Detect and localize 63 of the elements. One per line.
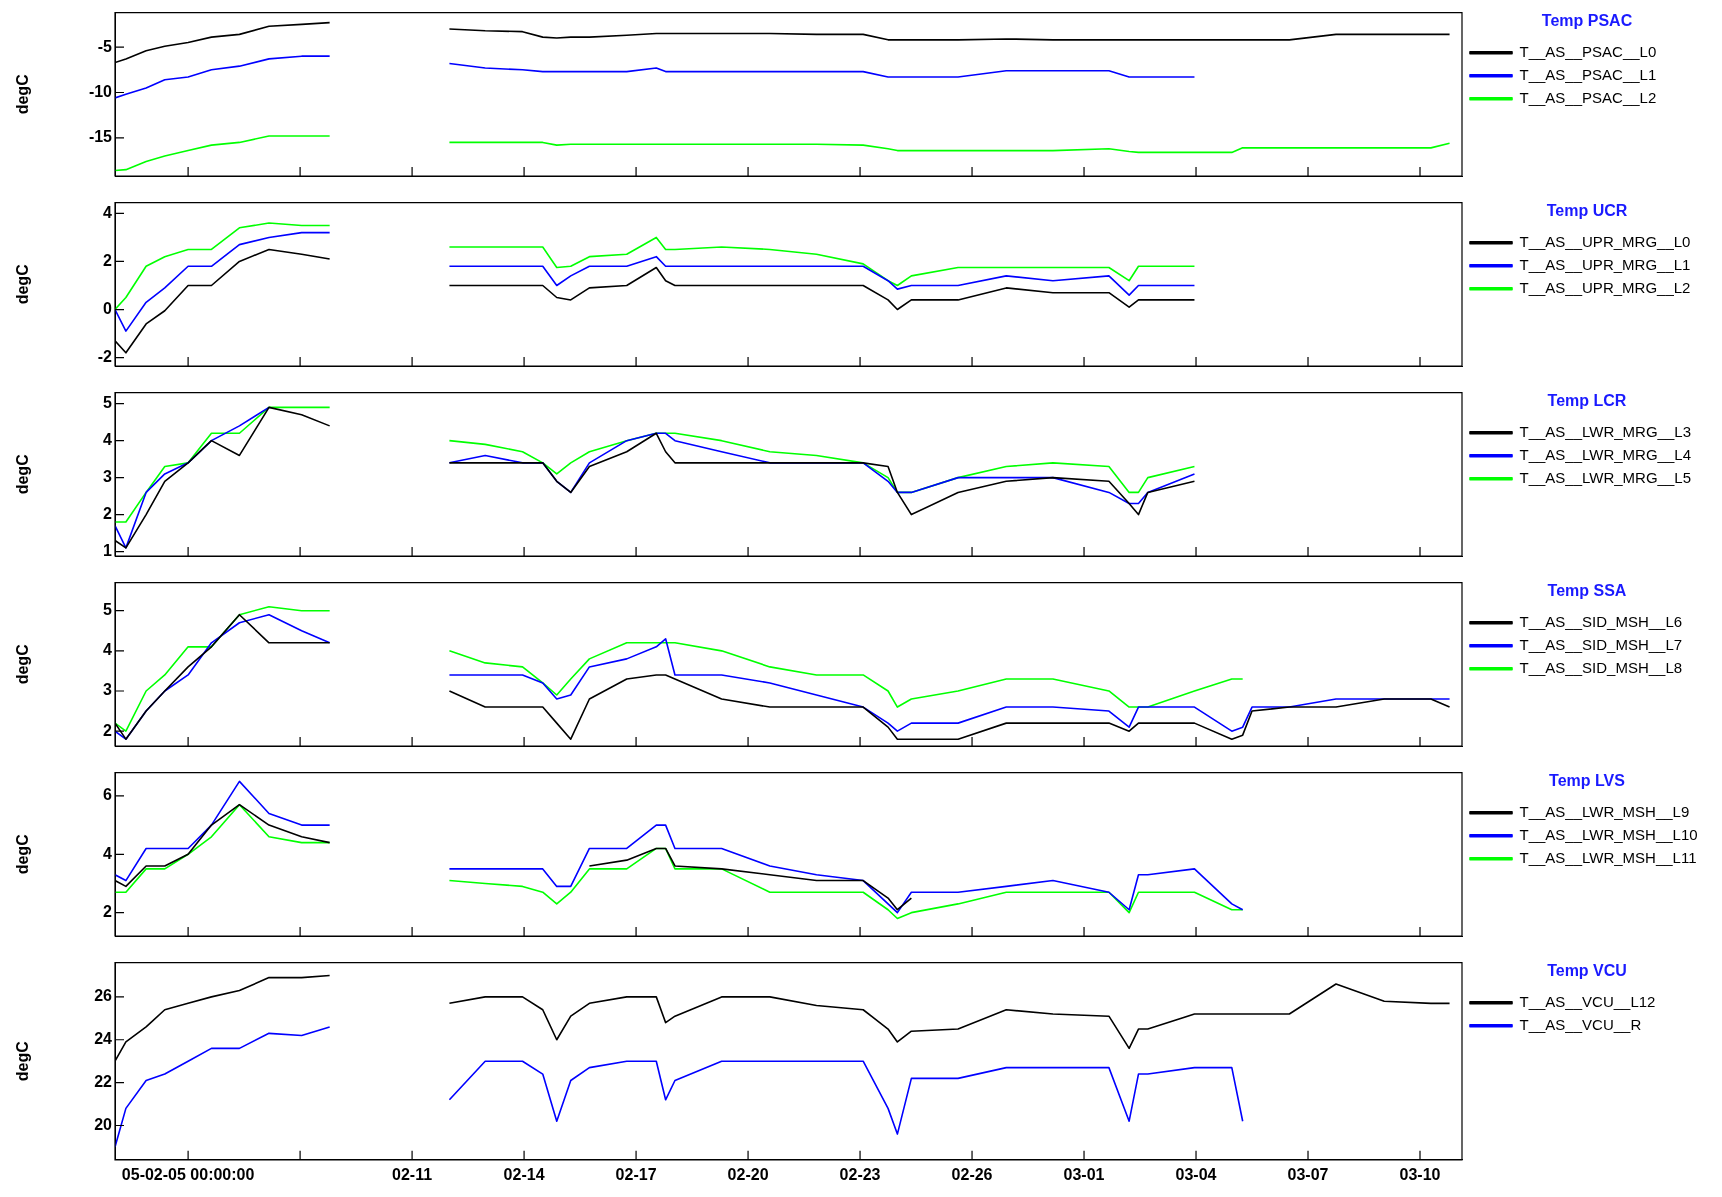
y-axis-title: degC	[14, 833, 32, 875]
x-tick-label: 02-17	[615, 1165, 657, 1183]
y-tick-label: 4	[103, 641, 113, 659]
y-tick-label: 5	[103, 601, 113, 619]
y-tick-label: -5	[97, 37, 113, 55]
legend-title: Temp PSAC	[1541, 12, 1633, 30]
y-tick-label: 0	[103, 299, 113, 317]
y-tick-label: -10	[88, 82, 113, 100]
x-tick-label: 02-26	[951, 1165, 993, 1183]
y-tick-label: 20	[94, 1115, 113, 1133]
legend-label: T__AS__PSAC__L2	[1519, 88, 1657, 106]
legend-label: T__AS__SID_MSH__L8	[1519, 658, 1683, 676]
y-axis-title: degC	[14, 453, 32, 495]
y-tick-label: 5	[103, 394, 113, 412]
x-tick-label: 02-11	[392, 1165, 433, 1183]
x-tick-label: 03-01	[1063, 1165, 1105, 1183]
y-axis-title: degC	[14, 263, 32, 305]
legend-label: T__AS__PSAC__L1	[1519, 65, 1657, 83]
y-tick-label: 2	[103, 251, 113, 269]
y-tick-label: 2	[103, 505, 113, 522]
legend-title: Temp LCR	[1547, 392, 1627, 410]
y-tick-label: 22	[94, 1073, 113, 1091]
legend-label: T__AS__VCU__L12	[1519, 992, 1656, 1010]
x-tick-label: 05-02-05 00:00:00	[121, 1165, 255, 1183]
y-tick-label: 26	[94, 987, 113, 1005]
x-tick-label: 03-07	[1287, 1165, 1329, 1183]
legend-label: T__AS__LWR_MRG__L3	[1519, 422, 1691, 440]
legend-label: T__AS__SID_MSH__L7	[1519, 635, 1683, 653]
y-axis-title: degC	[14, 73, 32, 115]
x-tick-label: 03-04	[1175, 1165, 1217, 1183]
y-tick-label: 2	[103, 721, 113, 739]
legend-label: T__AS__LWR_MSH__L9	[1519, 802, 1690, 820]
legend-label: T__AS__LWR_MRG__L4	[1519, 445, 1691, 463]
legend-title: Temp LVS	[1549, 772, 1626, 790]
legend-label: T__AS__UPR_MRG__L0	[1519, 232, 1691, 250]
x-tick-label: 02-20	[727, 1165, 769, 1183]
y-tick-label: 6	[103, 786, 113, 804]
y-tick-label: 2	[103, 903, 113, 921]
legend-label: T__AS__LWR_MSH__L10	[1519, 825, 1698, 843]
y-tick-label: -15	[88, 128, 113, 146]
y-tick-label: 4	[103, 844, 113, 862]
x-tick-label: 02-14	[503, 1165, 545, 1183]
legend-title: Temp VCU	[1547, 962, 1627, 980]
legend-label: T__AS__UPR_MRG__L1	[1519, 255, 1691, 273]
legend-label: T__AS__SID_MSH__L6	[1519, 612, 1683, 630]
x-tick-label: 02-23	[839, 1165, 881, 1183]
y-tick-label: 24	[94, 1030, 113, 1048]
y-tick-label: 4	[103, 431, 113, 449]
legend-title: Temp SSA	[1547, 582, 1627, 600]
legend-label: T__AS__VCU__R	[1519, 1015, 1642, 1033]
x-tick-label: 03-10	[1399, 1165, 1441, 1183]
y-tick-label: 4	[103, 203, 113, 221]
y-tick-label: 3	[103, 681, 113, 699]
legend-label: T__AS__LWR_MSH__L11	[1519, 848, 1697, 866]
y-axis-title: degC	[14, 643, 32, 685]
y-tick-label: 3	[103, 468, 113, 486]
y-tick-label: -2	[97, 348, 113, 365]
y-axis-title: degC	[14, 1040, 32, 1082]
legend-label: T__AS__UPR_MRG__L2	[1519, 278, 1691, 296]
legend-label: T__AS__LWR_MRG__L5	[1519, 468, 1691, 486]
legend-title: Temp UCR	[1546, 202, 1628, 220]
legend-label: T__AS__PSAC__L0	[1519, 42, 1657, 60]
y-tick-label: 1	[103, 541, 113, 559]
